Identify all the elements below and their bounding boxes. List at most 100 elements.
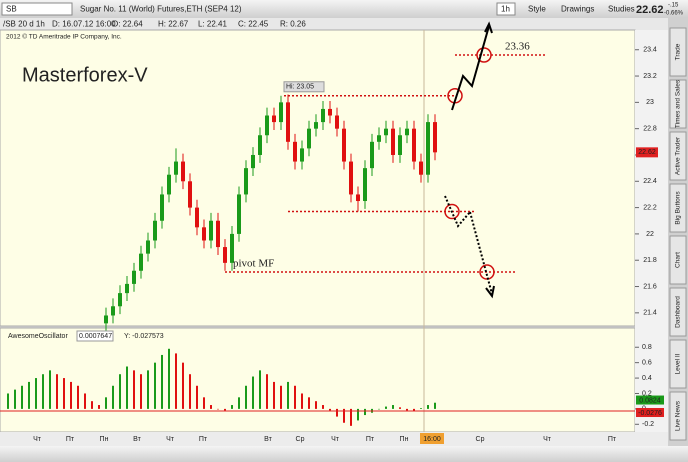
side-tab[interactable] [669, 131, 687, 181]
up-arrow [451, 25, 490, 111]
change-pct: -0.66% [664, 11, 684, 17]
oscillator-bar [245, 385, 247, 409]
side-tab[interactable] [669, 235, 687, 285]
symbol: SB [6, 5, 17, 14]
side-tab[interactable] [669, 183, 687, 233]
candle-body [272, 115, 276, 123]
x-tick-label: 16:00 [423, 436, 441, 443]
price-axis [635, 30, 668, 432]
oscillator-bar [21, 385, 23, 409]
annotation-text: pivot MF [233, 258, 274, 270]
side-tab-label: Level II [675, 353, 682, 374]
oscillator-bar [168, 348, 170, 409]
oscillator-bar [224, 408, 226, 411]
x-tick-label: Вт [264, 436, 272, 443]
x-tick-label: Пт [608, 436, 617, 443]
candle-body [349, 161, 353, 195]
interval-button[interactable] [496, 2, 516, 16]
oscillator-bar [14, 389, 16, 409]
oscillator-bar [413, 408, 415, 412]
oscillator-pane [0, 327, 636, 433]
candle-body [216, 220, 220, 248]
time-axis [0, 432, 668, 446]
candle-body [195, 207, 199, 228]
side-tab[interactable] [669, 79, 687, 129]
side-tab[interactable] [669, 287, 687, 337]
oscillator-bar [322, 405, 324, 409]
y-tick-label: 0.2 [642, 390, 652, 397]
oscillator-bar [203, 397, 205, 409]
candle-body [370, 141, 374, 169]
oscillator-bar [161, 354, 163, 409]
level-box [636, 395, 664, 405]
side-tab-label: Big Buttons [675, 191, 682, 225]
oscillator-bar [35, 378, 37, 409]
candle-body [363, 168, 367, 202]
candle-body [202, 227, 206, 241]
oscillator-bar [140, 374, 142, 409]
candle-body [265, 115, 269, 136]
oscillator-bar [217, 408, 219, 410]
style-button[interactable]: Style [528, 5, 546, 14]
candle-body [405, 128, 409, 136]
down-arrow-head [485, 285, 495, 299]
readout-box [76, 330, 114, 342]
candle-body [279, 102, 283, 123]
drawings-button[interactable]: Drawings [561, 5, 594, 14]
candle-body [412, 128, 416, 162]
level-box [636, 408, 664, 418]
down-arrow-1 [444, 195, 471, 228]
candle-body [391, 128, 395, 155]
candle-body [335, 115, 339, 129]
y-tick-label: -0.2 [642, 421, 654, 428]
candle-body [118, 293, 122, 307]
oscillator-cursor: Y: -0.027573 [124, 333, 164, 340]
y-tick-label: 23.2 [643, 73, 657, 80]
side-tab-label: Trade [675, 43, 682, 60]
oscillator-bar [266, 374, 268, 409]
oscillator-bar [77, 385, 79, 409]
info-bar [0, 18, 668, 30]
change: -.15 [668, 3, 679, 9]
oscillator-bar [210, 405, 212, 409]
oscillator-bar [231, 405, 233, 409]
x-tick-label: Чт [33, 436, 42, 443]
x-tick-label: Ср [296, 436, 305, 443]
oscillator-bar [84, 393, 86, 409]
y-tick-label: 22.2 [643, 204, 657, 211]
candle-body [209, 220, 213, 241]
oscillator-bar [350, 408, 352, 426]
candle-body [293, 141, 297, 162]
candle-body [384, 128, 388, 136]
watermark: Masterforex-V [22, 64, 148, 86]
info-field: R: 0.26 [280, 20, 306, 29]
hi-label-box [283, 81, 325, 93]
oscillator-bar [70, 381, 72, 409]
interval: 1h [501, 5, 510, 14]
candle-body [286, 102, 290, 142]
side-tab[interactable] [669, 339, 687, 389]
candle-body [307, 128, 311, 149]
symbol-box[interactable] [1, 2, 73, 16]
candle-body [111, 306, 115, 316]
oscillator-bar [252, 376, 254, 409]
y-tick-label: 21.8 [643, 257, 657, 264]
up-arrow-head [484, 21, 493, 34]
oscillator-bar [133, 370, 135, 409]
annotation-text: 23.36 [505, 41, 530, 53]
oscillator-bar [189, 374, 191, 409]
side-tab[interactable] [669, 27, 687, 77]
oscillator-bar [420, 408, 422, 409]
oscillator-bar [357, 408, 359, 421]
y-tick-label: 0.8 [642, 344, 652, 351]
candle-body [321, 108, 325, 123]
side-tab[interactable] [669, 391, 687, 441]
candle-body [300, 148, 304, 162]
oscillator-bar [336, 408, 338, 417]
studies-button[interactable]: Studies [608, 5, 635, 14]
x-tick-label: Пт [199, 436, 208, 443]
side-tab-label: Times and Sales [675, 79, 682, 128]
y-tick-label: 22.8 [643, 126, 657, 133]
toolbar [0, 0, 688, 18]
oscillator-bar [308, 397, 310, 409]
